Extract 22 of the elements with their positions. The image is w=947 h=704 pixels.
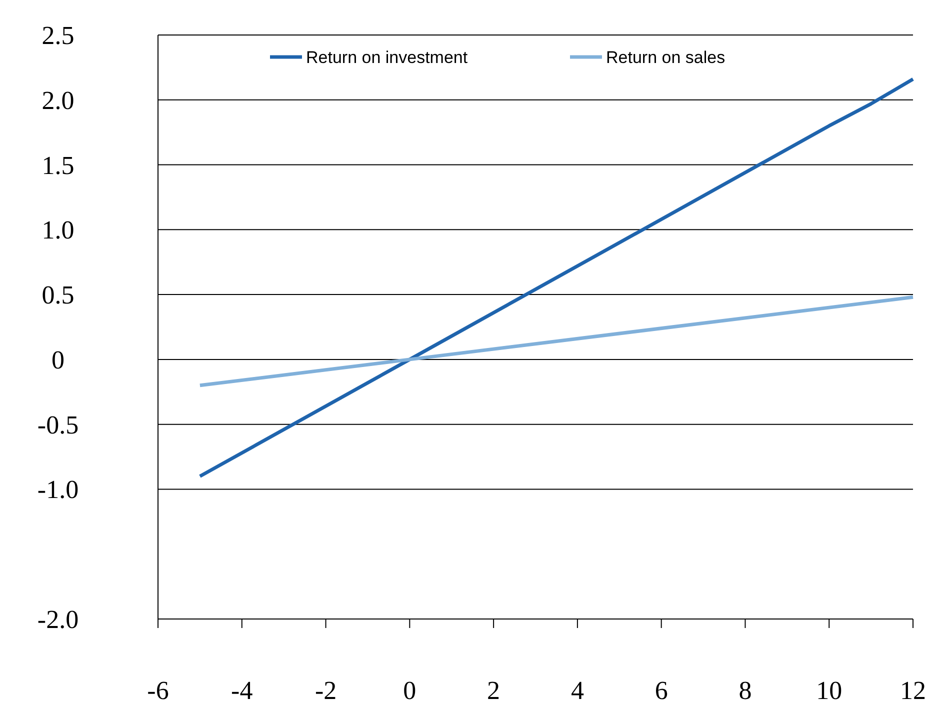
y-tick-label: 0.5 [42,280,74,310]
x-tick-label: -2 [314,676,337,704]
y-tick-label: 2.0 [42,86,74,115]
y-tick-label: 2.5 [42,21,74,50]
x-tick-label: -6 [147,676,169,704]
line-series [198,77,915,478]
x-tick-label: 12 [900,676,926,704]
y-tick-label: -2.0 [37,605,79,634]
x-tick-label: 10 [816,676,842,704]
legend-label: Return on investment [306,48,468,67]
y-tick-label: -1.0 [37,475,79,504]
y-tick-label: -0.5 [37,410,79,440]
x-tick-label: 6 [654,676,668,704]
x-tick-label: -4 [231,676,253,704]
x-tick-label: 2 [487,676,500,704]
y-tick-label: 0 [52,345,64,374]
legend-label: Return on sales [606,48,726,67]
x-tick-label: 4 [570,676,584,704]
y-tick-label: 1.5 [42,150,74,180]
x-tick-label: 8 [738,676,752,704]
x-tick-label: 0 [403,676,416,704]
y-tick-label: 1.0 [42,216,74,245]
